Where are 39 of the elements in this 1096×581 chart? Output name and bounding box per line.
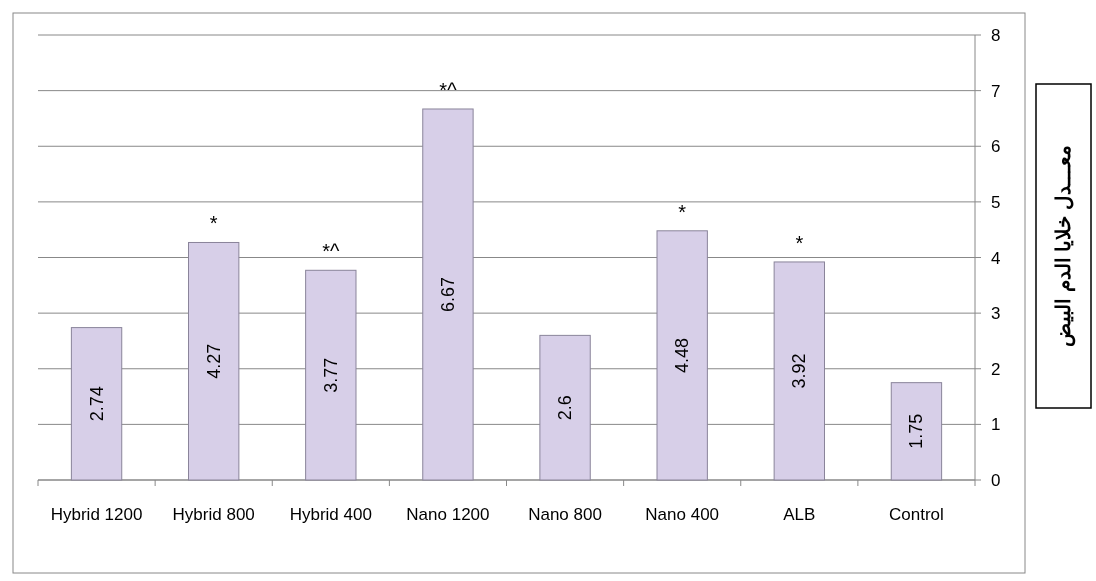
y-tick-label: 3 xyxy=(991,304,1001,324)
annotation: * xyxy=(209,212,218,235)
bar xyxy=(70,327,123,481)
data-label: 1.75 xyxy=(906,413,927,449)
x-tick-label: Nano 800 xyxy=(528,505,602,524)
data-label: 6.67 xyxy=(437,276,458,313)
data-label: 3.77 xyxy=(320,357,341,393)
x-tick-label: Nano 400 xyxy=(645,505,720,524)
y-tick-label: 4 xyxy=(991,248,1001,268)
bar xyxy=(188,241,240,481)
data-label: 3.92 xyxy=(789,353,810,389)
data-label: 4.27 xyxy=(203,343,224,379)
data-label: 4.48 xyxy=(672,337,693,373)
x-tick-label: Hybrid 1200 xyxy=(50,505,143,524)
y-tick-label: 6 xyxy=(991,137,1001,157)
y-tick-label: 2 xyxy=(991,359,1001,379)
annotation: *^ xyxy=(439,78,458,101)
x-tick-label: Hybrid 800 xyxy=(172,505,255,524)
x-tick-label: Nano 1200 xyxy=(406,505,490,524)
y-tick-label: 1 xyxy=(991,415,1001,435)
x-tick-label: Hybrid 400 xyxy=(289,505,372,524)
data-label: 2.6 xyxy=(555,395,576,421)
annotation: *^ xyxy=(322,240,341,263)
bar xyxy=(773,261,825,481)
y-tick-label: 5 xyxy=(991,192,1001,212)
annotation: * xyxy=(678,200,687,223)
bar xyxy=(305,269,357,481)
x-tick-label: ALB xyxy=(783,505,816,524)
bar xyxy=(539,334,591,481)
bar xyxy=(422,108,474,481)
y-axis-title: معـــدل خلايا الدم البيض xyxy=(1052,145,1076,347)
annotation: * xyxy=(795,231,804,254)
y-tick-label: 7 xyxy=(991,81,1001,101)
bar xyxy=(656,230,708,481)
bar xyxy=(890,382,943,481)
data-label: 2.74 xyxy=(86,386,107,422)
y-tick-label: 8 xyxy=(991,26,1001,45)
x-tick-label: Control xyxy=(889,505,944,524)
y-tick-label: 0 xyxy=(991,471,1001,490)
